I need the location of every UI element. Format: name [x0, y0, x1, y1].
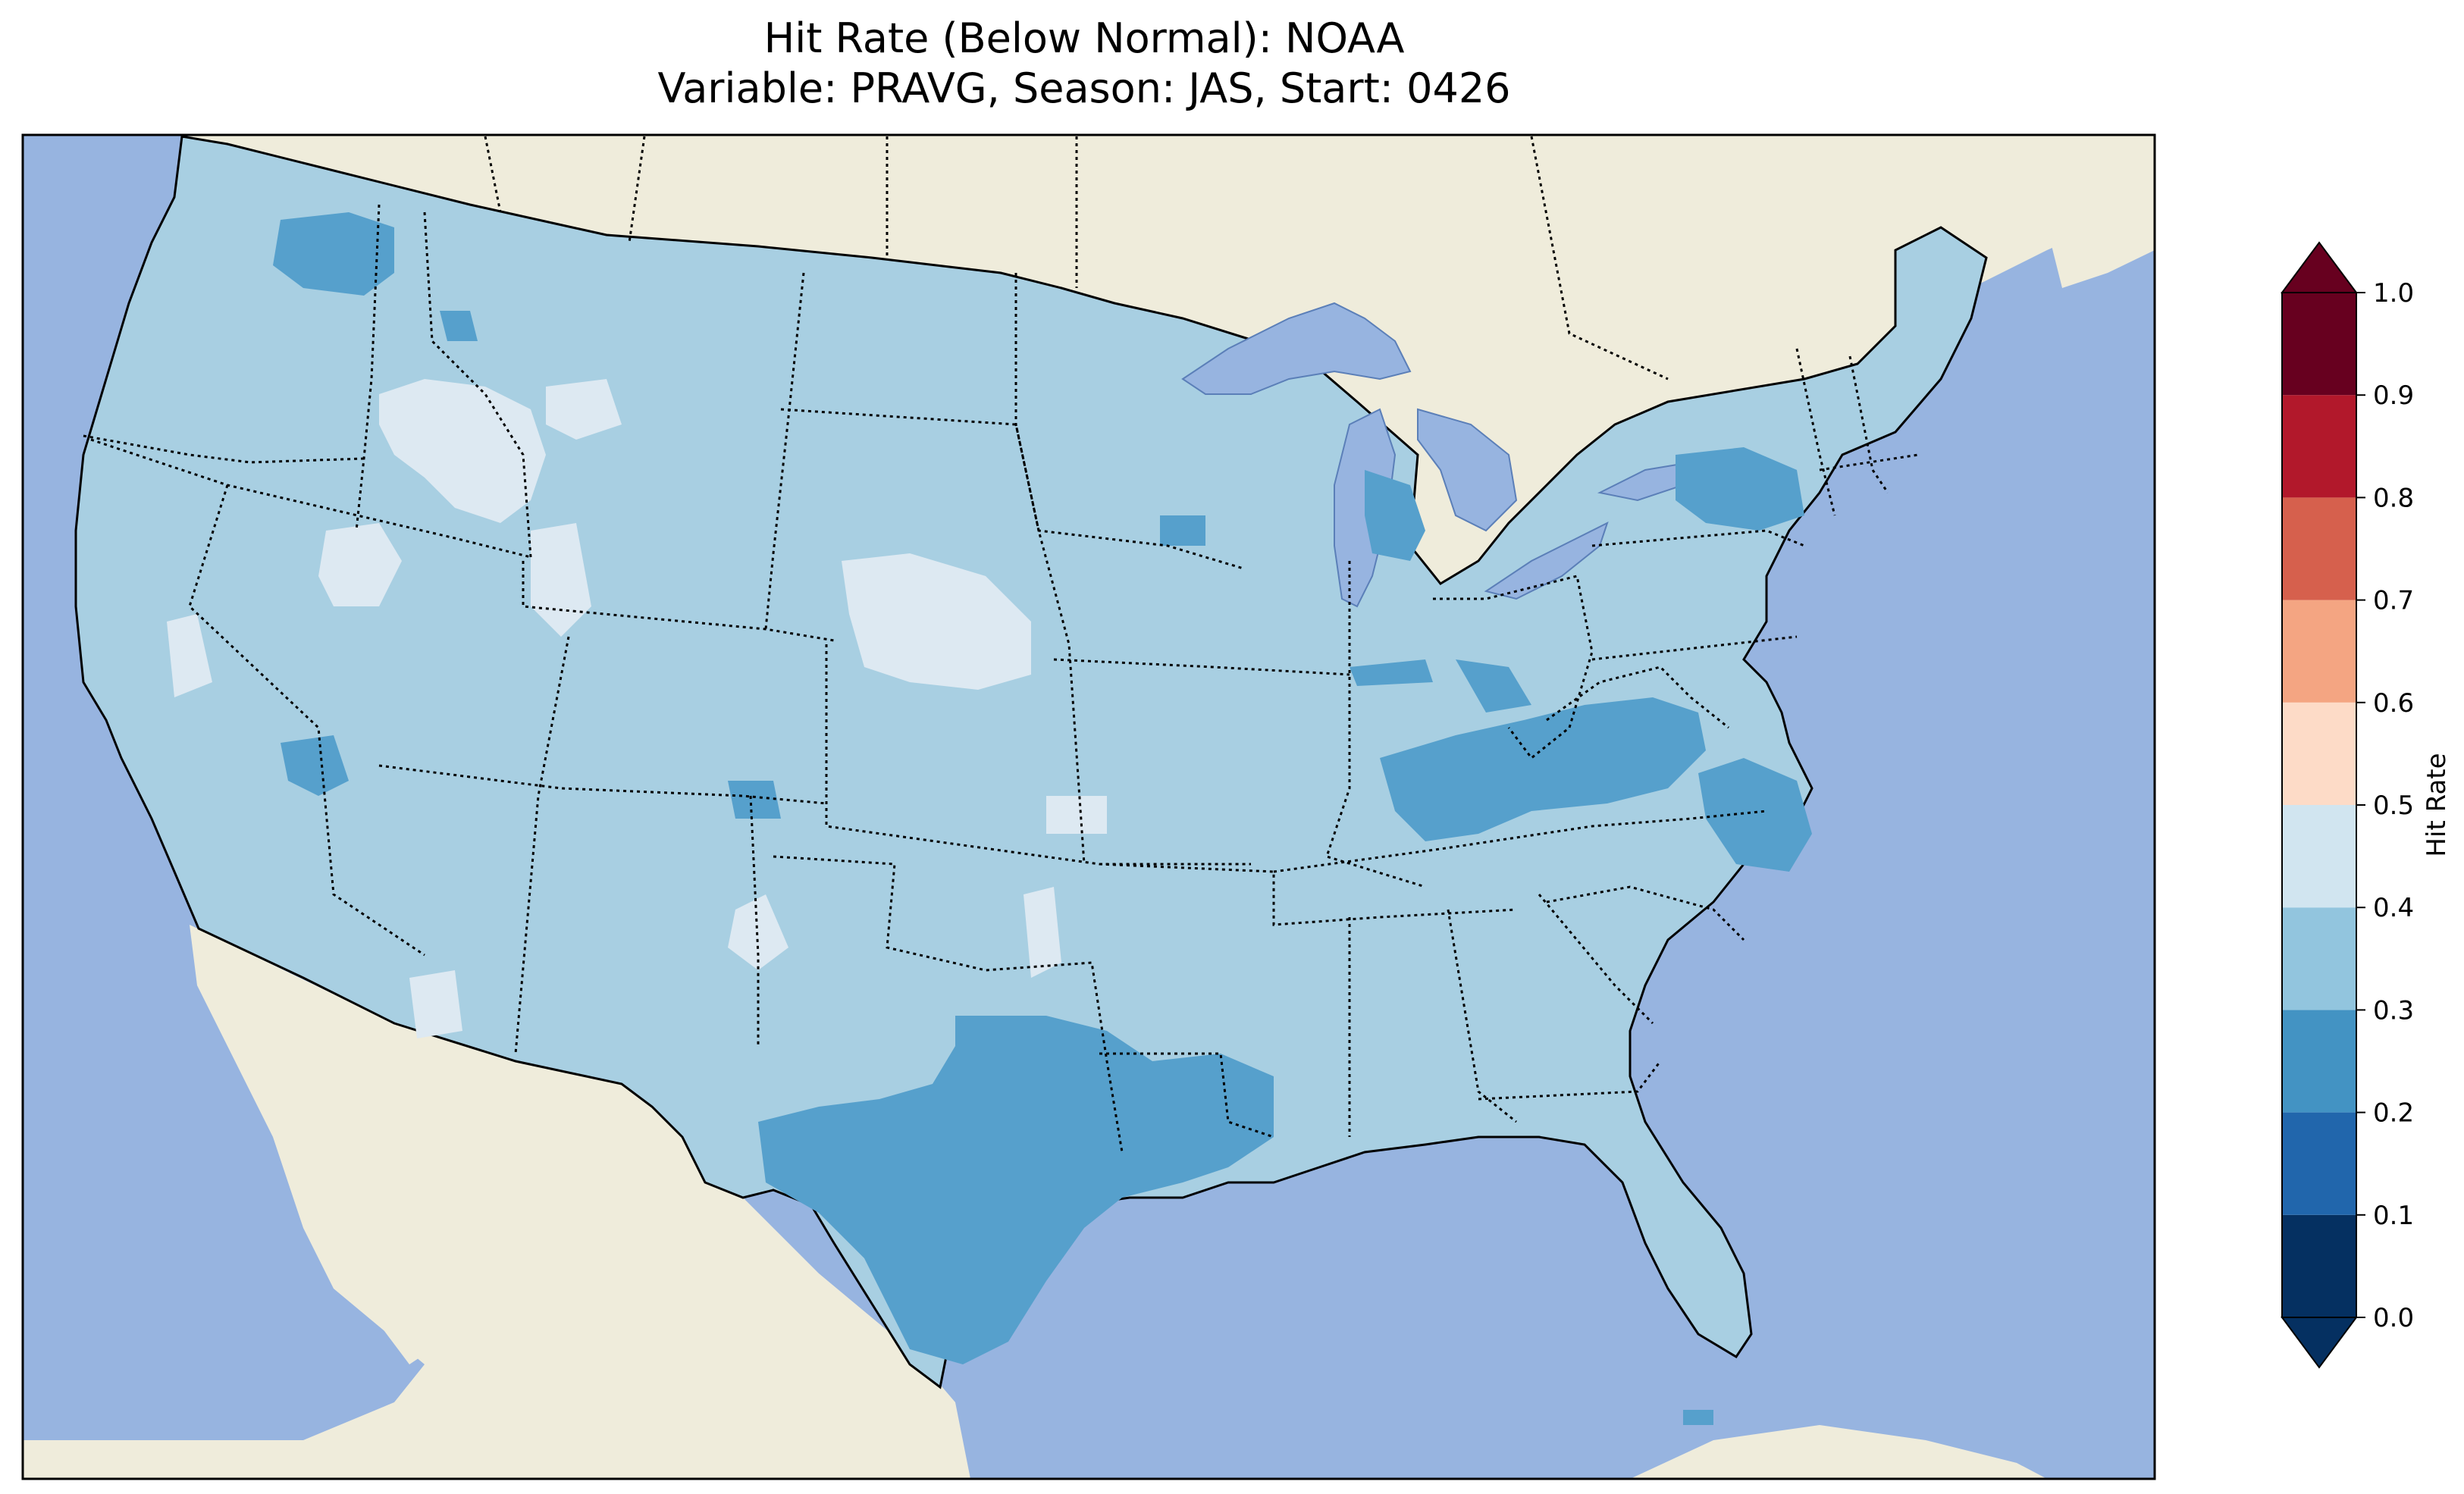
- colorbar-tick-label: 0.3: [2373, 995, 2414, 1026]
- colorbar-tick-label: 0.7: [2373, 586, 2414, 616]
- title-line-2: Variable: PRAVG, Season: JAS, Start: 042…: [657, 64, 1511, 112]
- heat-region: [1046, 796, 1107, 834]
- colorbar-tick-label: 0.1: [2373, 1201, 2414, 1231]
- lake-huron: [1417, 408, 1518, 532]
- heat-region: [1024, 887, 1061, 978]
- border-mo-ar: [1099, 863, 1517, 926]
- heat-region: [1456, 659, 1531, 713]
- heat-region: [728, 781, 781, 819]
- baja-land: [199, 929, 432, 1364]
- cuba-land: [1630, 1425, 2047, 1479]
- heat-region: [758, 1016, 1274, 1364]
- heat-region: [842, 553, 1031, 690]
- heat-region: [318, 523, 402, 606]
- border-ks: [825, 644, 1251, 866]
- great-lakes: [1181, 302, 1692, 608]
- border-ar-la: [1099, 1052, 1274, 1139]
- colorbar-tick-label: 0.9: [2373, 381, 2414, 411]
- border-id-mt: [423, 211, 532, 558]
- heat-region: [1380, 697, 1706, 841]
- border-mn: [1014, 273, 1244, 570]
- lake-erie: [1484, 521, 1609, 600]
- border-pa-md: [1591, 635, 1798, 661]
- colorbar-extend-low: [2281, 1317, 2358, 1369]
- map-title: Hit Rate (Below Normal): NOAA Variable: …: [0, 14, 2168, 114]
- colorbar-segment: [2282, 702, 2356, 805]
- colorbar-segment: [2282, 497, 2356, 600]
- border-wa-or: [83, 434, 365, 464]
- border-wy: [522, 561, 835, 642]
- border-il-in: [1325, 561, 1426, 888]
- heat-region: [1365, 470, 1425, 561]
- border-nm: [749, 795, 760, 1046]
- colorbar-tick-label: 0.8: [2373, 483, 2414, 513]
- heat-region: [1160, 515, 1205, 546]
- state-borders: [83, 204, 1919, 1153]
- heat-region: [1698, 758, 1812, 872]
- heat-region: [379, 379, 546, 523]
- heat-region: [167, 614, 212, 697]
- colorbar-segment: [2282, 907, 2356, 1010]
- colorbar-tick-label: 0.2: [2373, 1098, 2414, 1129]
- heat-region: [440, 311, 478, 341]
- colorbar-segment: [2282, 395, 2356, 498]
- border-new-england: [1795, 348, 1919, 516]
- colorbar-ticks: 0.0 0.1 0.2 0.3 0.4 0.5 0.6 0.7 0.8 0.9 1.0: [2356, 278, 2414, 1333]
- border-va-wv: [1546, 666, 1729, 729]
- colorbar-tick-label: 1.0: [2373, 278, 2414, 309]
- border-tn-ky: [1273, 810, 1767, 873]
- heat-region: [1676, 447, 1804, 531]
- border-ga-sc: [1538, 894, 1654, 1025]
- border-ms-al: [1348, 909, 1517, 1137]
- island-land: [2047, 189, 2155, 288]
- colorbar-label: Hit Rate: [2422, 753, 2452, 857]
- colorbar-segment: [2282, 600, 2356, 703]
- border-nv-ut: [188, 484, 425, 957]
- heat-region: [546, 379, 622, 440]
- border-west-vert: [355, 204, 381, 531]
- title-line-1: Hit Rate (Below Normal): NOAA: [763, 14, 1405, 62]
- heat-region: [281, 735, 349, 796]
- colorbar-tick-label: 0.4: [2373, 893, 2414, 923]
- border-ut-az: [378, 764, 827, 805]
- colorbar-extend-high: [2281, 241, 2358, 293]
- colorbar-tick-label: 0.6: [2373, 688, 2414, 719]
- heat-region: [1350, 659, 1433, 686]
- border-ia-mo: [1053, 658, 1350, 676]
- colorbar-segments: [2282, 293, 2356, 1317]
- heat-region: [273, 212, 394, 296]
- colorbar-segment: [2282, 293, 2356, 396]
- lake-superior: [1181, 302, 1412, 395]
- heat-region: [1683, 1410, 1713, 1425]
- border-or-ca: [90, 438, 531, 559]
- border-mt-nd: [764, 272, 805, 630]
- colorbar-segment: [2282, 1112, 2356, 1215]
- heat-regions: [167, 212, 1812, 1425]
- mexico-land: [23, 925, 970, 1479]
- canada-land: [182, 135, 2155, 584]
- border-ga-fl: [1478, 1060, 1662, 1101]
- colorbar-segment: [2282, 1214, 2356, 1317]
- colorbar-tick-label: 0.0: [2373, 1303, 2414, 1333]
- border-ok-tx: [773, 855, 1124, 1153]
- map-frame: [21, 133, 2156, 1480]
- border-nc-sc: [1546, 885, 1745, 941]
- colorbar-segment: [2282, 805, 2356, 908]
- conus-heatmap-base: [74, 135, 1988, 1389]
- colorbar-segment: [2282, 1010, 2356, 1113]
- colorbar-tick-label: 0.5: [2373, 791, 2414, 821]
- border-co: [514, 636, 570, 1054]
- heat-region: [409, 970, 462, 1038]
